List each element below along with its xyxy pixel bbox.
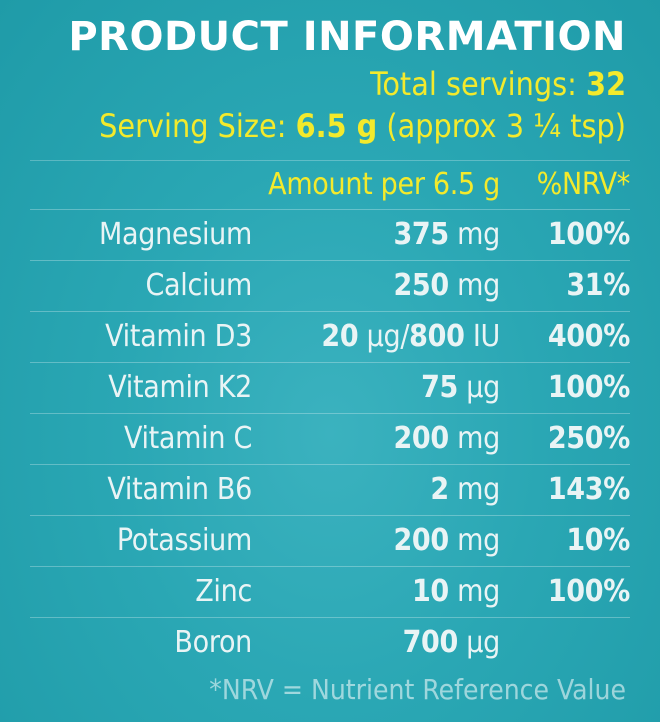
nutrient-amount: 2 mg	[252, 464, 501, 516]
nutrient-name: Vitamin D3	[30, 311, 252, 363]
nutrient-name: Vitamin C	[30, 413, 252, 465]
nutrient-amount: 75 µg	[252, 362, 501, 414]
column-header-nrv: %NRV*	[500, 160, 630, 210]
amount-value: 75	[421, 370, 459, 405]
nutrient-name: Vitamin K2	[30, 362, 252, 414]
nutrient-name: Calcium	[30, 260, 252, 312]
nutrient-name: Zinc	[30, 566, 252, 618]
nutrient-amount: 20 µg/800 IU	[252, 311, 501, 363]
nutrient-nrv: 143%	[500, 464, 630, 516]
table-row: Vitamin K2 75 µg 100%	[30, 362, 630, 414]
nutrient-name: Potassium	[30, 515, 252, 567]
table-row: Calcium 250 mg 31%	[30, 260, 630, 312]
serving-size-label: Serving Size:	[99, 107, 296, 145]
amount-unit-secondary: IU	[464, 319, 501, 354]
serving-size-value: 6.5 g	[295, 107, 378, 145]
nutrient-nrv: 100%	[500, 209, 630, 261]
amount-value: 2	[430, 472, 449, 507]
nutrition-table: Amount per 6.5 g %NRV* Magnesium 375 mg …	[30, 160, 630, 668]
nutrient-name: Vitamin B6	[30, 464, 252, 516]
amount-unit: mg	[448, 421, 501, 456]
nutrient-amount: 200 mg	[252, 515, 501, 567]
amount-value: 375	[393, 217, 449, 252]
amount-unit: µg	[458, 370, 501, 405]
nutrient-nrv: 31%	[500, 260, 630, 312]
amount-value: 700	[402, 625, 459, 660]
table-row: Vitamin D3 20 µg/800 IU 400%	[30, 311, 630, 363]
nutrient-amount: 250 mg	[252, 260, 501, 312]
amount-unit: mg	[448, 472, 501, 507]
amount-value: 200	[393, 523, 449, 558]
amount-unit: mg	[448, 268, 501, 303]
amount-value: 250	[393, 268, 449, 303]
table-row: Potassium 200 mg 10%	[30, 515, 630, 567]
table-row: Magnesium 375 mg 100%	[30, 209, 630, 261]
table-header-row: Amount per 6.5 g %NRV*	[30, 160, 630, 210]
table-row: Zinc 10 mg 100%	[30, 566, 630, 618]
serving-size: Serving Size: 6.5 g (approx 3 ¼ tsp)	[99, 106, 626, 146]
nutrient-nrv: 250%	[500, 413, 630, 465]
amount-unit: µg/	[358, 319, 410, 354]
amount-unit: µg	[458, 625, 501, 660]
total-servings-label: Total servings:	[370, 65, 586, 103]
amount-unit: mg	[448, 574, 501, 609]
amount-unit: mg	[448, 217, 501, 252]
nutrient-nrv: 100%	[500, 566, 630, 618]
table-row: Vitamin B6 2 mg 143%	[30, 464, 630, 516]
column-header-amount: Amount per 6.5 g	[30, 160, 500, 210]
amount-value-secondary: 800	[409, 319, 465, 354]
serving-size-note: (approx 3 ¼ tsp)	[377, 107, 626, 145]
nutrient-amount: 10 mg	[252, 566, 501, 618]
amount-value: 10	[411, 574, 449, 609]
page-title: PRODUCT INFORMATION	[68, 14, 626, 60]
total-servings: Total servings: 32	[370, 64, 626, 104]
table-row: Boron 700 µg	[30, 617, 631, 668]
total-servings-value: 32	[585, 65, 626, 103]
nutrient-amount: 200 mg	[252, 413, 501, 465]
nutrient-nrv: 400%	[500, 311, 630, 363]
nutrient-nrv: 10%	[500, 515, 630, 567]
nutrient-name: Magnesium	[30, 209, 252, 261]
nutrient-name: Boron	[30, 617, 252, 668]
nutrient-amount: 375 mg	[252, 209, 501, 261]
amount-value: 20	[321, 319, 359, 354]
amount-unit: mg	[448, 523, 501, 558]
nrv-footnote: *NRV = Nutrient Reference Value	[209, 673, 626, 706]
amount-value: 200	[393, 421, 449, 456]
nutrient-nrv: 100%	[500, 362, 630, 414]
nutrient-amount: 700 µg	[252, 617, 501, 668]
nutrient-nrv	[500, 617, 631, 668]
table-row: Vitamin C 200 mg 250%	[30, 413, 630, 465]
